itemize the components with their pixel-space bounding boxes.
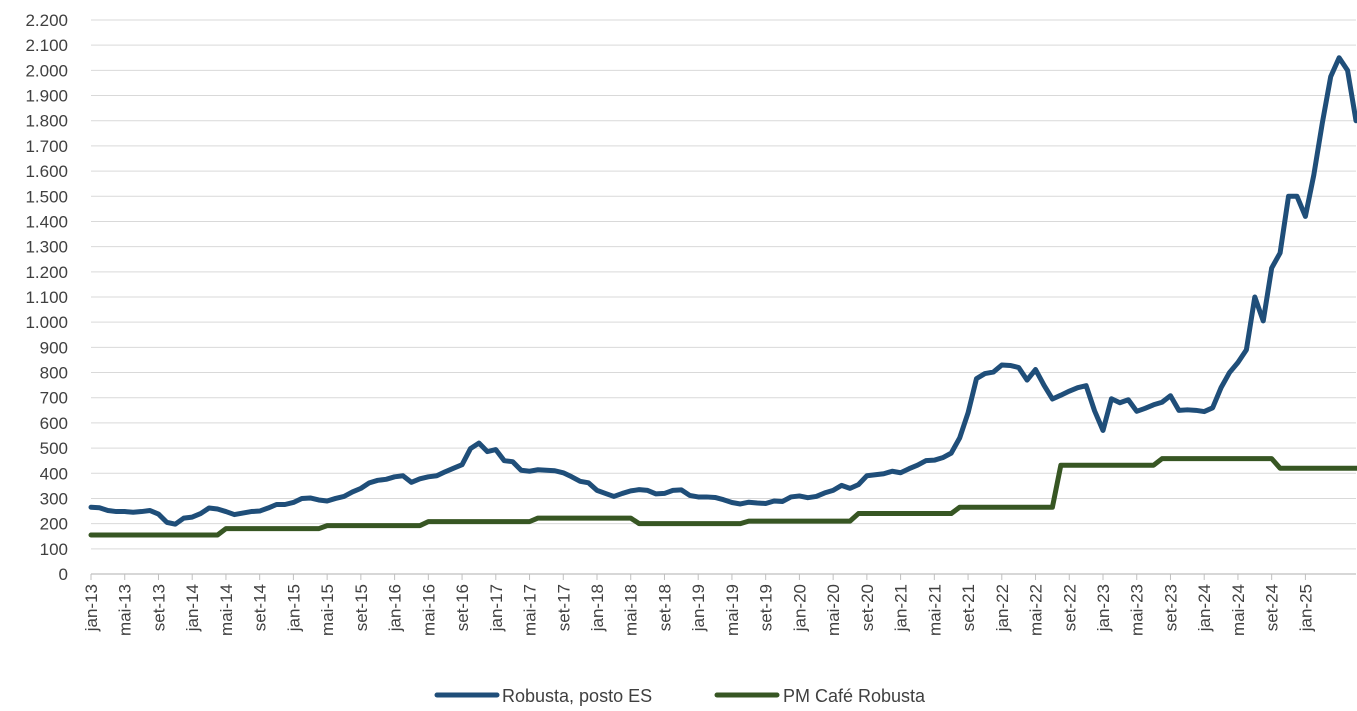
x-tick-label: jan-17 <box>487 584 506 632</box>
y-tick-label: 2.000 <box>25 61 68 80</box>
x-tick-label: mai-18 <box>622 584 641 636</box>
y-tick-label: 2.200 <box>25 11 68 30</box>
x-tick-label: mai-22 <box>1027 584 1046 636</box>
x-axis-ticks: jan-13 mai-13 set-13 jan-14 mai-14 set-14 jan-… <box>82 574 1315 636</box>
y-tick-label: 1.600 <box>25 162 68 181</box>
x-tick-label: set-14 <box>251 584 270 631</box>
y-tick-label: 0 <box>59 565 68 584</box>
y-tick-label: 200 <box>40 515 68 534</box>
legend-label-robusta-posto-es: Robusta, posto ES <box>502 686 652 706</box>
y-tick-label: 800 <box>40 364 68 383</box>
x-tick-label: set-18 <box>655 584 674 631</box>
x-tick-label: mai-16 <box>419 584 438 636</box>
y-tick-label: 500 <box>40 439 68 458</box>
legend-label-pm-cafe-robusta: PM Café Robusta <box>783 686 926 706</box>
x-tick-label: jan-23 <box>1094 584 1113 632</box>
x-tick-label: jan-14 <box>183 584 202 632</box>
x-tick-label: jan-15 <box>284 584 303 632</box>
x-tick-label: jan-18 <box>588 584 607 632</box>
x-tick-label: mai-21 <box>925 584 944 636</box>
y-tick-label: 400 <box>40 464 68 483</box>
x-tick-label: set-17 <box>554 584 573 631</box>
x-tick-label: mai-24 <box>1229 584 1248 636</box>
x-tick-label: jan-16 <box>386 584 405 632</box>
y-tick-label: 2.100 <box>25 36 68 55</box>
y-tick-label: 1.700 <box>25 137 68 156</box>
x-tick-label: mai-17 <box>521 584 540 636</box>
y-tick-label: 1.100 <box>25 288 68 307</box>
y-tick-label: 1.200 <box>25 263 68 282</box>
x-tick-label: jan-24 <box>1195 584 1214 632</box>
y-tick-label: 1.400 <box>25 212 68 231</box>
x-tick-label: mai-14 <box>217 584 236 636</box>
x-tick-label: set-13 <box>149 584 168 631</box>
x-tick-label: mai-15 <box>318 584 337 636</box>
x-tick-label: set-22 <box>1060 584 1079 631</box>
y-tick-label: 1.500 <box>25 187 68 206</box>
legend: Robusta, posto ES PM Café Robusta <box>434 686 926 706</box>
series-line-robusta-posto-es <box>88 55 1357 527</box>
y-tick-label: 600 <box>40 414 68 433</box>
y-tick-label: 1.900 <box>25 87 68 106</box>
x-tick-label: set-24 <box>1263 584 1282 631</box>
y-axis-ticks: 0 100 200 300 400 500 600 700 800 900 1.000 1.100 1.… <box>25 11 68 584</box>
x-tick-label: jan-25 <box>1296 584 1315 632</box>
y-tick-label: 1.300 <box>25 238 68 257</box>
x-tick-label: mai-23 <box>1128 584 1147 636</box>
x-tick-label: jan-20 <box>790 584 809 632</box>
y-tick-label: 1.000 <box>25 313 68 332</box>
x-tick-label: jan-19 <box>689 584 708 632</box>
series-lines <box>88 55 1357 538</box>
x-tick-label: jan-22 <box>993 584 1012 632</box>
x-tick-label: set-21 <box>959 584 978 631</box>
y-tick-label: 1.800 <box>25 112 68 131</box>
x-tick-label: mai-19 <box>723 584 742 636</box>
x-tick-label: jan-21 <box>892 584 911 632</box>
x-tick-label: mai-13 <box>116 584 135 636</box>
y-tick-label: 700 <box>40 389 68 408</box>
series-line-pm-cafe-robusta <box>88 456 1357 538</box>
x-tick-label: set-16 <box>453 584 472 631</box>
y-tick-label: 900 <box>40 338 68 357</box>
x-tick-label: set-20 <box>858 584 877 631</box>
x-tick-label: set-19 <box>757 584 776 631</box>
x-tick-label: mai-20 <box>824 584 843 636</box>
gridlines <box>91 19 1356 550</box>
y-tick-label: 300 <box>40 489 68 508</box>
x-tick-label: set-23 <box>1161 584 1180 631</box>
y-tick-label: 100 <box>40 540 68 559</box>
x-tick-label: set-15 <box>352 584 371 631</box>
x-tick-label: jan-13 <box>82 584 101 632</box>
